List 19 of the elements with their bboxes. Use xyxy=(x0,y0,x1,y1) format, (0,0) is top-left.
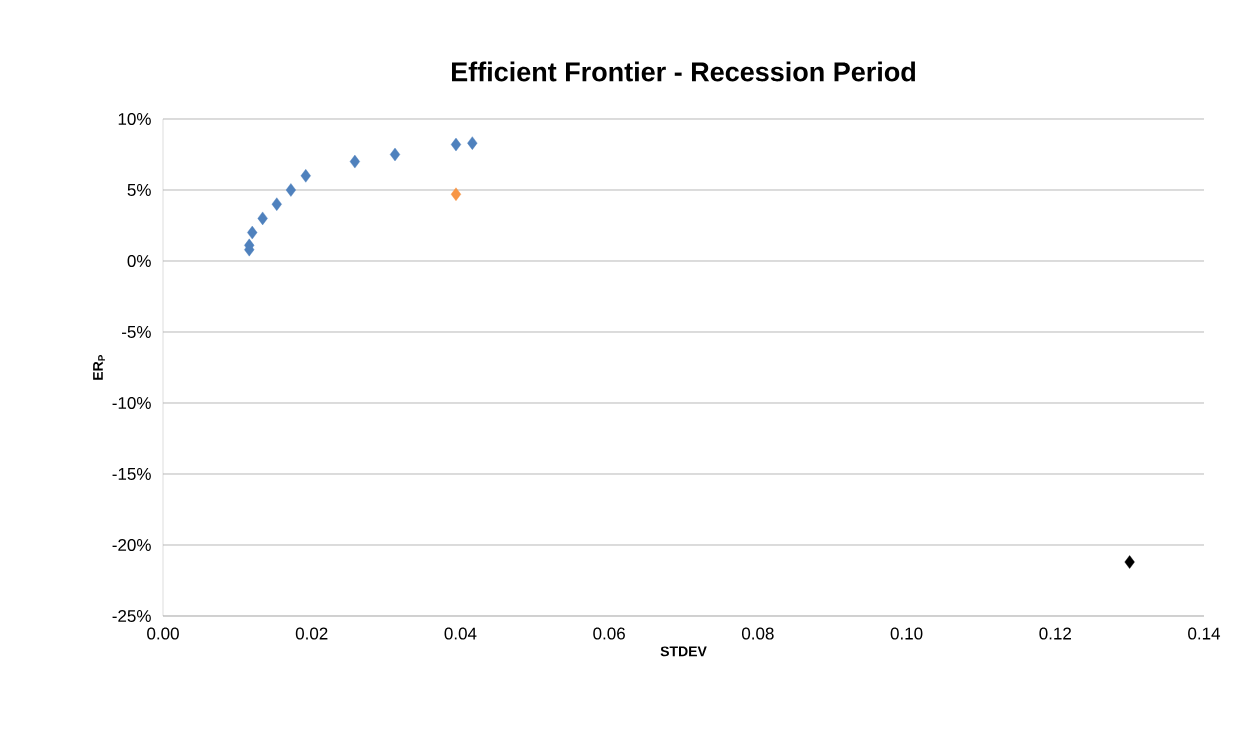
x-tick-label: 0.04 xyxy=(444,627,477,640)
y-tick-label: 5% xyxy=(127,184,151,196)
x-tick-label: 0.06 xyxy=(593,627,625,640)
y-tick-label: -25% xyxy=(112,609,151,623)
x-tick-label: 0.02 xyxy=(295,627,328,640)
x-tick-label: 0.12 xyxy=(1039,627,1071,640)
y-tick-label: -5% xyxy=(122,326,151,338)
y-axis-title: ER$_{P}$ xyxy=(93,355,105,380)
x-tick-label: 0.00 xyxy=(147,627,179,640)
x-tick-label: 0.08 xyxy=(741,627,774,640)
x-tick-label: 0.10 xyxy=(890,627,923,640)
x-tick-label: 0.14 xyxy=(1188,627,1221,640)
chart-title: Efficient Frontier - Recession Period xyxy=(452,61,915,82)
y-tick-label: -10% xyxy=(112,396,151,410)
y-tick-label: 0% xyxy=(127,254,151,268)
y-tick-label: -20% xyxy=(112,538,151,552)
y-tick-label: 10% xyxy=(118,112,151,126)
x-axis-title: STDEV xyxy=(660,646,707,657)
y-tick-label: -15% xyxy=(112,468,151,480)
